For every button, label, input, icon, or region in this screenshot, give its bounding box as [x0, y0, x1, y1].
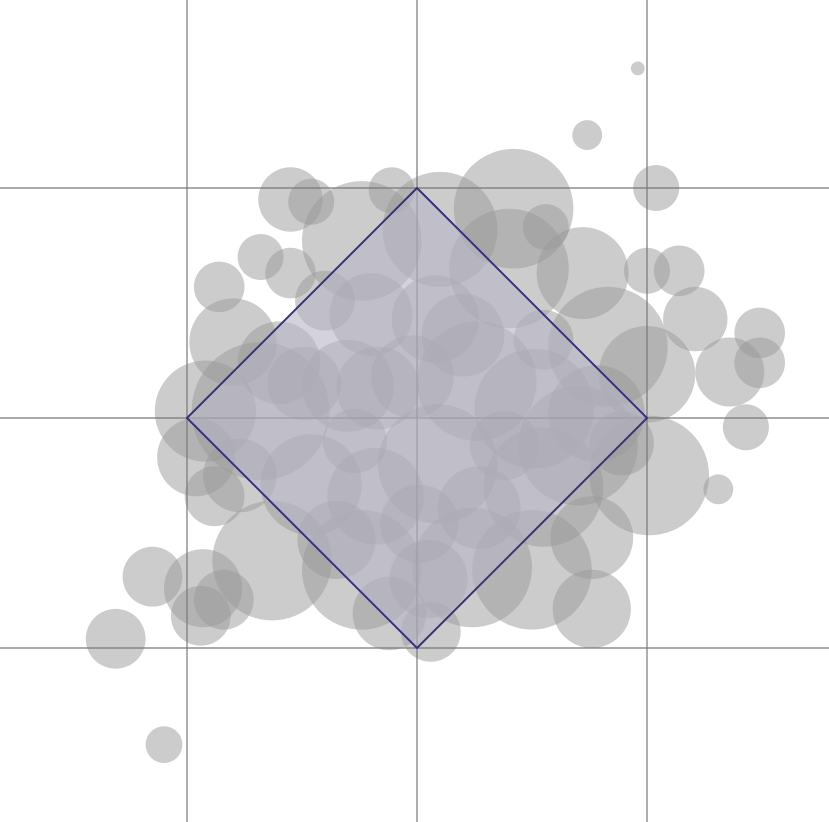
bubble	[703, 474, 734, 505]
bubble	[145, 726, 183, 763]
bubble	[722, 404, 769, 451]
bubble	[170, 585, 231, 646]
bubble	[663, 286, 728, 352]
bubble	[572, 120, 603, 151]
bubble	[552, 569, 631, 649]
bubble	[630, 61, 645, 76]
bubble	[85, 608, 146, 669]
diamond-shape	[186, 187, 648, 649]
bubble	[734, 337, 785, 389]
bubble	[184, 466, 245, 527]
bubble	[653, 245, 705, 297]
